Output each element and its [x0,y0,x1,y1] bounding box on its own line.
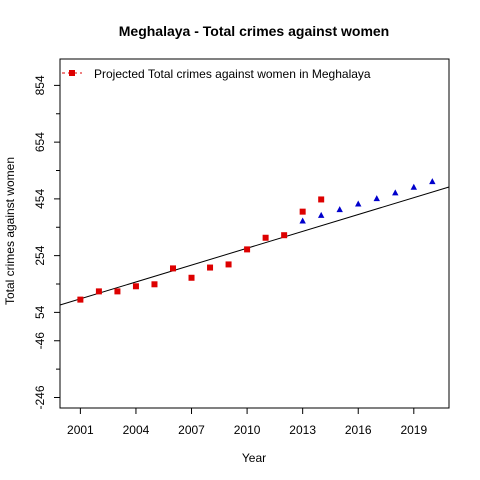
y-axis: -246 -46 54 254 454 654 854 [33,75,60,410]
x-tick-label: 2004 [123,423,150,437]
data-point-observed [244,246,251,253]
data-point-projected [336,206,343,213]
data-point-observed [318,196,325,203]
legend-square-marker [69,70,75,76]
data-point-observed [207,264,214,271]
chart-title: Meghalaya - Total crimes against women [119,23,389,39]
x-tick-label: 2010 [234,423,261,437]
data-point-projected [373,195,380,202]
data-point-observed [188,274,195,281]
y-tick-label: 254 [33,245,47,265]
data-point-observed [95,288,102,295]
x-axis: 2001 2004 2007 2010 2013 2016 2019 [67,408,427,437]
y-tick-label: 454 [33,189,47,209]
y-axis-label: Total crimes against women [3,157,17,305]
x-tick-label: 2001 [67,423,94,437]
data-point-projected [429,178,436,185]
data-point-projected [410,183,418,190]
data-point-observed [132,283,139,290]
data-point-projected [299,217,306,224]
plot-area [59,178,450,306]
y-tick-label: -246 [33,385,47,409]
data-point-observed [299,208,306,215]
x-tick-label: 2007 [178,423,205,437]
data-point-observed [114,288,121,295]
x-tick-label: 2016 [345,423,372,437]
data-point-projected [392,189,399,196]
y-tick-label: 854 [33,75,47,95]
data-point-observed [262,234,269,241]
data-point-observed [225,261,232,268]
legend-label: Projected Total crimes against women in … [94,67,371,81]
x-tick-label: 2013 [289,423,316,437]
data-point-projected [355,200,362,207]
x-tick-label: 2019 [400,423,427,437]
legend: Projected Total crimes against women in … [62,67,371,81]
trend-line [59,186,450,306]
data-point-observed [281,232,288,239]
y-tick-label: 654 [33,132,47,152]
data-point-observed [151,281,158,288]
plot-frame [59,58,450,409]
x-axis-label: Year [242,451,266,465]
y-tick-label: -46 [33,332,47,350]
y-tick-label: 54 [33,305,47,319]
data-point-observed [169,265,176,272]
data-point-projected [317,211,325,218]
data-point-observed [77,296,84,303]
